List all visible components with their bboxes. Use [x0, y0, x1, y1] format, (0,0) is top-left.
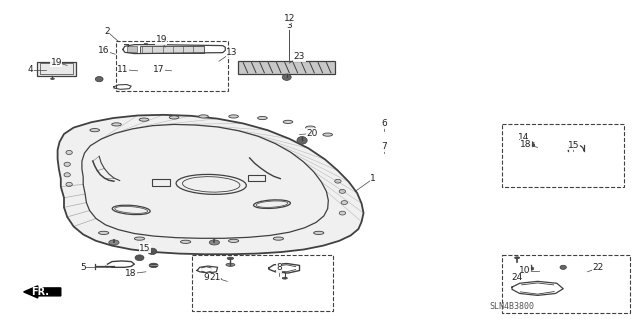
Ellipse shape: [273, 237, 284, 240]
Ellipse shape: [90, 129, 100, 132]
Ellipse shape: [339, 211, 346, 215]
Text: 1: 1: [371, 174, 376, 183]
Text: 9: 9: [204, 273, 209, 282]
Text: 18: 18: [520, 140, 532, 149]
Text: 10: 10: [519, 266, 531, 275]
Text: 7: 7: [381, 142, 387, 151]
Text: 3: 3: [287, 21, 292, 30]
Text: 17: 17: [153, 65, 164, 74]
Text: 23: 23: [294, 52, 305, 61]
Circle shape: [209, 240, 220, 245]
Bar: [502, 255, 630, 313]
Text: 20: 20: [307, 129, 318, 138]
Text: 2: 2: [104, 27, 109, 36]
Ellipse shape: [66, 151, 72, 155]
Ellipse shape: [144, 43, 148, 45]
Ellipse shape: [229, 115, 239, 118]
Ellipse shape: [135, 255, 144, 261]
Bar: [127, 46, 137, 52]
Ellipse shape: [257, 116, 268, 120]
Ellipse shape: [282, 277, 287, 279]
Bar: [152, 179, 170, 186]
Ellipse shape: [198, 115, 209, 118]
Ellipse shape: [560, 265, 566, 269]
Ellipse shape: [228, 239, 239, 242]
Ellipse shape: [530, 144, 535, 147]
Ellipse shape: [64, 162, 70, 167]
Bar: [502, 124, 624, 187]
Text: FR.: FR.: [31, 287, 49, 297]
Ellipse shape: [323, 133, 333, 136]
Ellipse shape: [283, 120, 293, 123]
Text: 19: 19: [156, 35, 167, 44]
Ellipse shape: [64, 173, 70, 177]
Text: 15: 15: [568, 141, 579, 150]
Polygon shape: [58, 115, 364, 254]
Text: 18: 18: [125, 269, 137, 278]
Ellipse shape: [529, 267, 534, 270]
Text: 15: 15: [139, 244, 150, 253]
Bar: [37, 62, 76, 76]
Ellipse shape: [134, 237, 145, 240]
Bar: [140, 46, 204, 53]
Text: 6: 6: [381, 119, 387, 128]
Text: 19: 19: [51, 58, 62, 67]
Ellipse shape: [282, 74, 291, 80]
FancyArrow shape: [24, 286, 61, 298]
Bar: [40, 63, 73, 74]
Text: 24: 24: [511, 273, 523, 282]
Ellipse shape: [148, 248, 157, 255]
Ellipse shape: [95, 77, 103, 82]
Ellipse shape: [335, 179, 341, 183]
Text: SLN4B3800: SLN4B3800: [490, 302, 534, 311]
Ellipse shape: [341, 201, 348, 204]
Ellipse shape: [226, 263, 235, 266]
Text: 22: 22: [593, 263, 604, 272]
Text: 13: 13: [226, 48, 237, 57]
Text: 21: 21: [209, 273, 221, 282]
Ellipse shape: [297, 137, 307, 144]
Ellipse shape: [305, 126, 315, 129]
Ellipse shape: [314, 231, 324, 234]
Ellipse shape: [339, 189, 346, 193]
Circle shape: [149, 263, 158, 268]
Text: 12: 12: [284, 14, 295, 23]
Circle shape: [109, 240, 119, 245]
Ellipse shape: [227, 257, 234, 260]
Text: 8: 8: [276, 263, 282, 272]
Text: 11: 11: [117, 65, 129, 74]
Ellipse shape: [180, 240, 191, 243]
Text: 4: 4: [28, 65, 33, 74]
Ellipse shape: [169, 116, 179, 119]
Bar: [238, 61, 335, 74]
Text: 14: 14: [518, 133, 529, 142]
Ellipse shape: [515, 257, 520, 259]
Ellipse shape: [66, 182, 72, 186]
Text: 5: 5: [81, 263, 86, 272]
Ellipse shape: [51, 78, 54, 80]
Ellipse shape: [111, 123, 122, 126]
Text: 16: 16: [98, 46, 109, 55]
Bar: [116, 41, 228, 91]
Ellipse shape: [99, 231, 109, 234]
Ellipse shape: [140, 118, 149, 121]
Bar: [248, 175, 265, 181]
Bar: [192, 255, 333, 311]
